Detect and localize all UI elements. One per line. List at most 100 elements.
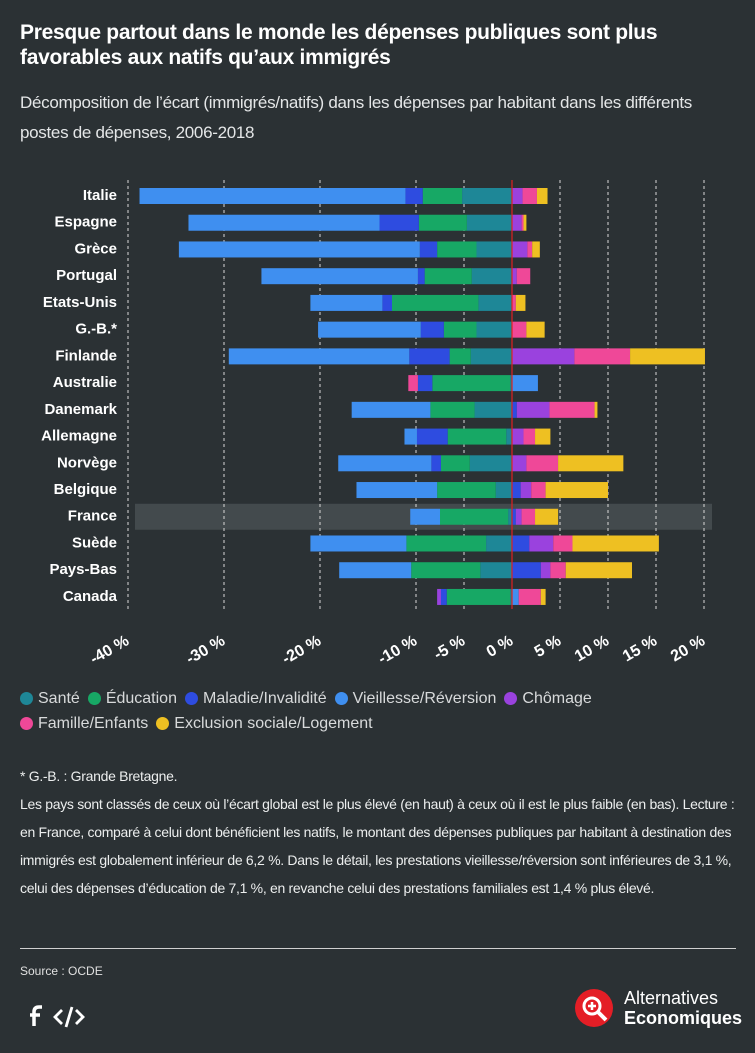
bar-segment: [416, 428, 448, 445]
bar-segment: [261, 268, 418, 285]
x-tick-label: -20 %: [279, 632, 324, 668]
share-icons[interactable]: [18, 998, 108, 1038]
legend-item: Chômage: [504, 686, 592, 711]
bar-segment: [486, 535, 512, 552]
footnote: * G.-B. : Grande Bretagne.: [20, 768, 178, 784]
bar-segment: [531, 482, 546, 499]
bar-segment: [406, 535, 487, 552]
bar-segment: [512, 188, 523, 204]
bar-segment: [418, 214, 467, 231]
bar-segment: [474, 401, 512, 418]
legend-label: Famille/Enfants: [38, 714, 149, 732]
bar-segment: [382, 294, 392, 311]
category-label: Etats-Unis: [43, 294, 117, 311]
bar-segment: [449, 348, 471, 365]
bar-segment: [440, 455, 470, 472]
bar-segment: [516, 268, 531, 285]
bar-segment: [522, 188, 537, 204]
category-label: Italie: [83, 187, 117, 204]
bar-segment: [469, 455, 512, 472]
bar-segment: [512, 375, 538, 392]
bar-segment: [521, 508, 536, 525]
bar-segment: [512, 321, 527, 338]
bar-segment: [526, 321, 545, 338]
notes: * G.-B. : Grande Bretagne. Les pays sont…: [20, 762, 738, 902]
bar-segment: [440, 588, 447, 605]
bar-segment: [527, 241, 533, 258]
category-label: Suède: [72, 534, 117, 551]
bar-segment: [471, 268, 512, 285]
category-label: France: [68, 508, 117, 525]
bar-segment: [417, 268, 425, 285]
bar-segment: [512, 482, 521, 499]
bar-segment: [310, 294, 383, 311]
legend-item: Exclusion sociale/Logement: [156, 711, 373, 736]
bar-segment: [516, 401, 550, 418]
bar-segment: [540, 588, 546, 605]
source: Source : OCDE: [20, 964, 103, 978]
bar-segment: [408, 375, 418, 392]
bar-segment: [424, 268, 472, 285]
bar-segment: [470, 348, 512, 365]
bar-segment: [553, 535, 573, 552]
category-label: Danemark: [44, 401, 117, 418]
bar-segment: [356, 482, 438, 499]
bar-segment: [392, 294, 479, 311]
legend-swatch: [20, 692, 33, 705]
bar-segment: [520, 482, 532, 499]
x-tick-label: 0 %: [484, 632, 516, 661]
bar-segment: [526, 455, 559, 472]
bar-segment: [437, 588, 441, 605]
legend-item: Maladie/Invalidité: [184, 686, 327, 711]
category-label: Portugal: [56, 267, 117, 284]
bar-segment: [535, 508, 559, 525]
bar-segment: [419, 241, 438, 258]
legend-label: Éducation: [105, 689, 177, 707]
chart-subtitle: Décomposition de l’écart (immigrés/natif…: [20, 93, 692, 142]
bar-segment: [515, 294, 526, 311]
bar-segment: [447, 428, 507, 445]
bar-segment: [518, 588, 541, 605]
note: Les pays sont classés de ceux où l’écart…: [20, 796, 735, 896]
bar-segment: [510, 588, 512, 605]
bar-segment: [550, 562, 566, 579]
embed-icon[interactable]: [53, 1006, 85, 1028]
bar-segment: [630, 348, 705, 365]
bar-segment: [512, 535, 530, 552]
bar-segment: [506, 428, 512, 445]
bar-segment: [594, 401, 598, 418]
bar-segment: [310, 535, 407, 552]
bar-segment: [512, 588, 519, 605]
legend-label: Maladie/Invalidité: [202, 689, 327, 707]
separator: [20, 948, 736, 949]
bar-segment: [443, 321, 477, 338]
bar-segment: [405, 188, 423, 204]
bar-segment: [440, 508, 509, 525]
legend: Santé Éducation Maladie/Invalidité Vieilles…: [20, 686, 720, 736]
bar-segment: [540, 562, 551, 579]
bar-segment: [508, 508, 512, 525]
x-tick-label: -10 %: [375, 632, 420, 668]
facebook-icon[interactable]: [30, 1005, 42, 1026]
bar-segment: [512, 455, 527, 472]
bar-segment: [532, 241, 540, 258]
bar-segment: [462, 188, 512, 204]
x-tick-label: 20 %: [668, 632, 708, 665]
brand-line2: Economiques: [624, 1008, 743, 1028]
bar-segment: [437, 482, 496, 499]
bar-segment: [512, 428, 524, 445]
legend-label: Chômage: [522, 689, 592, 707]
bar-segment: [351, 401, 431, 418]
category-label: G.-B.*: [75, 321, 117, 338]
bar-segment: [515, 508, 522, 525]
bar-segment: [536, 188, 548, 204]
category-label: Norvège: [57, 454, 117, 471]
bar-segment: [523, 214, 527, 231]
bar-segment: [476, 241, 512, 258]
bar-segment: [523, 428, 536, 445]
x-tick-label: -5 %: [431, 632, 468, 663]
x-tick-label: -40 %: [87, 632, 132, 668]
bar-segment: [178, 241, 420, 258]
bar-segment: [512, 214, 522, 231]
